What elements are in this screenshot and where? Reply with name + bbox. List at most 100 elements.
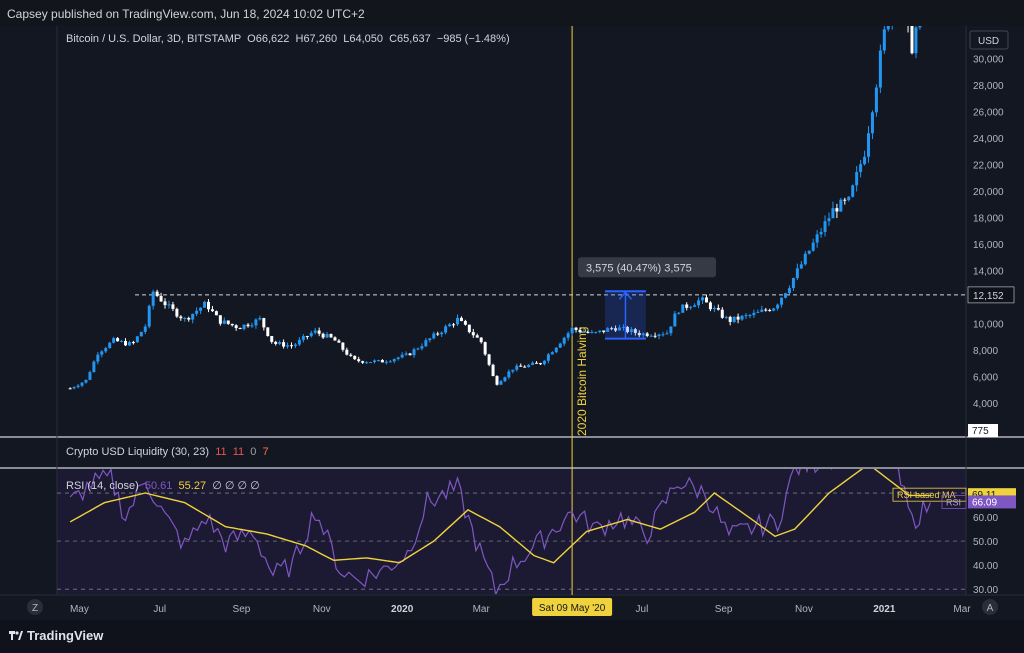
candle-body[interactable]: [440, 332, 444, 335]
candle-body[interactable]: [80, 382, 84, 386]
candle-body[interactable]: [665, 333, 669, 335]
candle-body[interactable]: [720, 309, 724, 318]
candle-body[interactable]: [199, 307, 203, 311]
candle-body[interactable]: [448, 324, 452, 327]
auto-scale-button[interactable]: [982, 599, 998, 615]
candle-body[interactable]: [432, 333, 436, 339]
candle-body[interactable]: [222, 320, 226, 324]
chart-frame[interactable]: 30,000 28,000 26,000 24,000 22,000 20,000 18,0…: [0, 26, 1024, 620]
zoom-button[interactable]: [27, 599, 43, 615]
candle-body[interactable]: [582, 331, 586, 333]
candle-body[interactable]: [151, 291, 155, 306]
candle-body[interactable]: [598, 330, 602, 332]
candle-body[interactable]: [629, 329, 633, 333]
candle-body[interactable]: [96, 354, 100, 362]
candle-body[interactable]: [519, 365, 523, 367]
candle-body[interactable]: [823, 221, 827, 232]
candle-body[interactable]: [210, 309, 214, 312]
candle-body[interactable]: [546, 354, 550, 361]
candle-body[interactable]: [724, 316, 728, 318]
candle-body[interactable]: [416, 348, 420, 350]
candle-body[interactable]: [732, 316, 736, 322]
candle-body[interactable]: [100, 351, 104, 355]
candle-body[interactable]: [914, 27, 918, 54]
candle-body[interactable]: [483, 342, 487, 355]
candle-body[interactable]: [776, 304, 780, 309]
candle-body[interactable]: [286, 345, 290, 347]
candle-body[interactable]: [685, 304, 689, 308]
candle-body[interactable]: [870, 112, 874, 134]
candle-body[interactable]: [139, 331, 143, 337]
candle-body[interactable]: [614, 328, 618, 331]
candle-body[interactable]: [882, 29, 886, 51]
candle-body[interactable]: [76, 385, 80, 388]
candle-body[interactable]: [131, 342, 135, 344]
candle-body[interactable]: [218, 315, 222, 324]
candle-body[interactable]: [523, 366, 527, 368]
candle-body[interactable]: [716, 307, 720, 310]
candle-body[interactable]: [408, 353, 412, 356]
candle-body[interactable]: [266, 327, 270, 337]
candle-body[interactable]: [491, 364, 495, 377]
candle-body[interactable]: [175, 308, 179, 317]
candle-body[interactable]: [428, 338, 432, 341]
candle-body[interactable]: [250, 325, 254, 327]
candle-body[interactable]: [349, 354, 353, 356]
candle-body[interactable]: [511, 369, 515, 372]
candle-body[interactable]: [376, 360, 380, 362]
candle-body[interactable]: [297, 339, 301, 345]
candle-body[interactable]: [586, 331, 590, 333]
candle-body[interactable]: [851, 185, 855, 197]
candle-body[interactable]: [325, 334, 329, 338]
candle-body[interactable]: [289, 345, 293, 347]
candle-body[interactable]: [262, 318, 266, 328]
candle-body[interactable]: [179, 316, 183, 319]
candle-body[interactable]: [649, 335, 653, 337]
candle-body[interactable]: [701, 297, 705, 301]
candle-body[interactable]: [471, 332, 475, 336]
candle-body[interactable]: [910, 26, 914, 54]
candle-body[interactable]: [384, 361, 388, 363]
candle-body[interactable]: [590, 332, 594, 334]
candle-body[interactable]: [274, 341, 278, 344]
candle-body[interactable]: [242, 324, 246, 329]
candle-body[interactable]: [420, 346, 424, 349]
candle-body[interactable]: [606, 328, 610, 332]
candle-body[interactable]: [455, 317, 459, 325]
candle-body[interactable]: [234, 325, 238, 329]
candle-body[interactable]: [238, 328, 242, 330]
candle-body[interactable]: [317, 330, 321, 334]
candle-body[interactable]: [365, 362, 369, 364]
candle-body[interactable]: [756, 311, 760, 313]
candle-body[interactable]: [278, 342, 282, 344]
candle-body[interactable]: [214, 311, 218, 316]
candle-body[interactable]: [550, 352, 554, 355]
candle-body[interactable]: [874, 87, 878, 113]
rsi-ma-line[interactable]: [69, 464, 931, 564]
candle-body[interactable]: [270, 336, 274, 342]
candle-body[interactable]: [361, 361, 365, 363]
candle-body[interactable]: [562, 337, 566, 344]
candle-body[interactable]: [736, 316, 740, 320]
candle-body[interactable]: [669, 326, 673, 334]
candle-body[interactable]: [345, 349, 349, 355]
candle-body[interactable]: [594, 331, 598, 333]
candle-body[interactable]: [515, 365, 519, 370]
candle-body[interactable]: [230, 323, 234, 326]
candle-body[interactable]: [88, 372, 92, 380]
candle-body[interactable]: [171, 304, 175, 309]
candle-body[interactable]: [578, 329, 582, 333]
candle-body[interactable]: [226, 320, 230, 324]
candle-body[interactable]: [388, 361, 392, 363]
candle-body[interactable]: [621, 326, 625, 328]
candle-body[interactable]: [527, 364, 531, 367]
candle-body[interactable]: [554, 347, 558, 353]
candle-body[interactable]: [72, 387, 76, 389]
candle-body[interactable]: [380, 360, 384, 363]
candle-body[interactable]: [258, 318, 262, 320]
candle-body[interactable]: [859, 164, 863, 173]
candle-body[interactable]: [712, 307, 716, 310]
candle-body[interactable]: [740, 315, 744, 320]
candle-body[interactable]: [487, 354, 491, 365]
candle-body[interactable]: [475, 335, 479, 338]
